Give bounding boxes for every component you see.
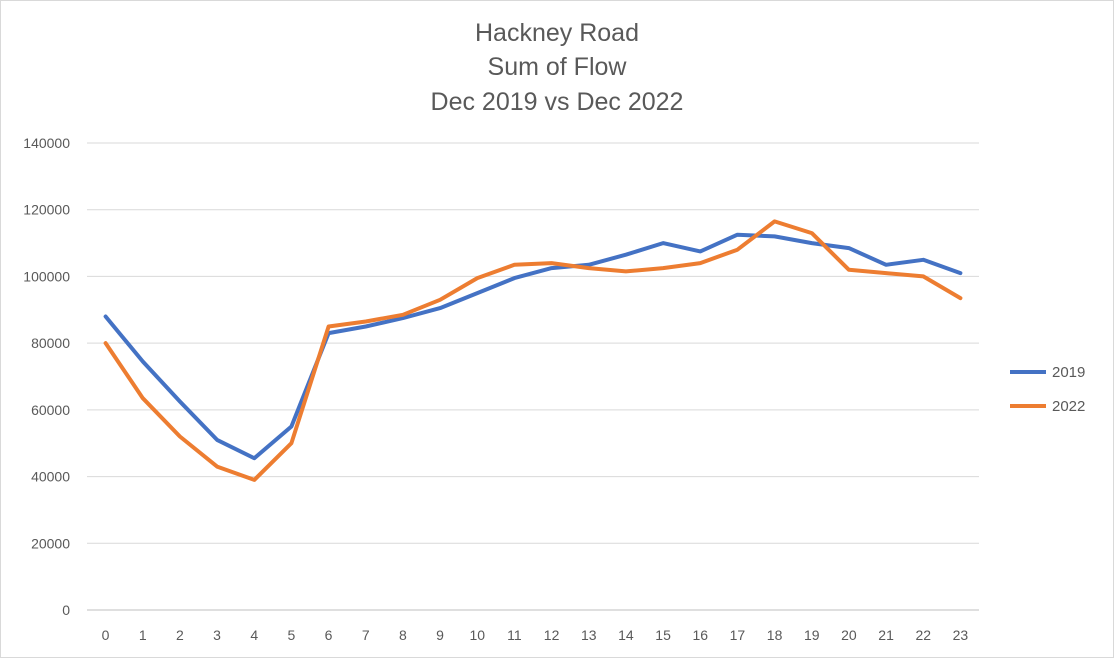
data-point-2022-1 [142, 397, 144, 399]
data-point-2019-21 [885, 264, 887, 266]
data-point-2022-3 [216, 466, 218, 468]
data-point-2019-4 [253, 457, 255, 459]
data-point-2022-8 [402, 314, 404, 316]
x-tick-label: 22 [915, 627, 931, 643]
data-point-2022-16 [699, 262, 701, 264]
y-tick-label: 80000 [31, 335, 70, 351]
x-tick-label: 21 [878, 627, 894, 643]
data-point-2022-18 [774, 220, 776, 222]
x-tick-label: 18 [767, 627, 783, 643]
data-point-2019-13 [588, 264, 590, 266]
data-point-2019-14 [625, 254, 627, 256]
data-point-2022-23 [959, 297, 961, 299]
y-tick-label: 100000 [23, 268, 70, 284]
x-tick-label: 15 [655, 627, 671, 643]
legend-swatch-2022 [1010, 404, 1046, 408]
x-tick-label: 3 [213, 627, 221, 643]
data-point-2019-11 [513, 277, 515, 279]
series-line-2022 [103, 219, 963, 482]
data-point-2019-12 [551, 267, 553, 269]
y-tick-label: 120000 [23, 202, 70, 218]
x-tick-label: 17 [730, 627, 746, 643]
data-point-2022-7 [365, 321, 367, 322]
gridlines [87, 142, 979, 611]
data-point-2022-2 [179, 436, 181, 437]
data-point-2019-9 [439, 307, 441, 309]
data-point-2022-12 [551, 262, 553, 264]
data-point-2022-17 [736, 249, 738, 251]
data-point-2022-20 [848, 269, 850, 271]
data-point-2019-23 [959, 272, 961, 274]
y-tick-label: 60000 [31, 402, 70, 418]
data-point-2022-0 [105, 342, 107, 344]
data-point-2019-17 [736, 234, 738, 236]
x-tick-label: 11 [507, 627, 522, 643]
y-tick-label: 0 [62, 602, 70, 618]
data-point-2022-9 [439, 299, 441, 301]
data-point-2019-5 [290, 426, 292, 427]
x-tick-label: 20 [841, 627, 857, 643]
x-tick-label: 23 [953, 627, 969, 643]
data-point-2019-8 [402, 317, 404, 319]
data-point-2019-3 [216, 439, 218, 441]
x-tick-label: 7 [362, 627, 370, 643]
data-point-2022-6 [328, 326, 330, 327]
data-point-2019-0 [105, 316, 107, 317]
x-tick-label: 1 [139, 627, 147, 643]
x-tick-label: 5 [288, 627, 296, 643]
legend-label-2022: 2022 [1052, 397, 1086, 415]
x-tick-label: 0 [102, 627, 110, 643]
y-tick-label: 40000 [31, 469, 70, 485]
series-lines [103, 219, 963, 482]
x-tick-label: 16 [692, 627, 708, 643]
y-axis-ticks: 0 20000 40000 60000 80000 100000 120000 140000 [23, 135, 70, 618]
data-point-2022-4 [253, 479, 255, 481]
data-point-2022-19 [811, 232, 813, 234]
x-axis-ticks: 0 1 2 3 4 5 6 7 8 9 10 11 12 13 14 15 16 17 18 19 20 21 22 23 [102, 627, 969, 643]
data-point-2022-11 [513, 264, 515, 266]
data-point-2019-19 [811, 242, 813, 244]
x-tick-label: 8 [399, 627, 407, 643]
x-tick-label: 4 [250, 627, 258, 643]
chart-title-line-1: Hackney Road [475, 19, 639, 47]
data-point-2022-5 [290, 442, 292, 444]
x-tick-label: 2 [176, 627, 184, 643]
x-tick-label: 13 [581, 627, 597, 643]
data-point-2019-16 [699, 250, 701, 252]
series-line-2019 [103, 232, 963, 461]
data-point-2022-21 [885, 272, 887, 274]
x-tick-label: 19 [804, 627, 820, 643]
x-tick-label: 14 [618, 627, 634, 643]
data-point-2022-15 [662, 267, 664, 269]
data-point-2022-22 [922, 275, 924, 277]
data-point-2019-2 [179, 401, 181, 402]
chart-title-line-2: Sum of Flow [487, 53, 627, 81]
data-point-2019-1 [142, 361, 144, 362]
data-point-2022-13 [588, 267, 590, 269]
legend-swatch-2019 [1010, 370, 1046, 374]
data-point-2019-20 [848, 247, 850, 249]
y-tick-label: 20000 [31, 535, 70, 551]
chart-title-line-3: Dec 2019 vs Dec 2022 [430, 88, 684, 116]
x-tick-label: 6 [325, 627, 333, 643]
data-point-2019-18 [774, 235, 776, 237]
data-point-2022-14 [625, 270, 627, 272]
data-point-2019-7 [365, 326, 367, 327]
data-point-2019-10 [476, 292, 478, 294]
data-point-2022-10 [476, 277, 478, 279]
x-tick-label: 10 [469, 627, 485, 643]
data-point-2019-22 [922, 259, 924, 261]
x-tick-label: 12 [544, 627, 560, 643]
legend-item-2022: 2022 [1010, 395, 1085, 417]
y-tick-label: 140000 [23, 135, 70, 151]
x-tick-label: 9 [436, 627, 444, 643]
legend-label-2019: 2019 [1052, 363, 1086, 381]
legend-item-2019: 2019 [1010, 361, 1085, 383]
data-point-2019-15 [662, 242, 664, 244]
